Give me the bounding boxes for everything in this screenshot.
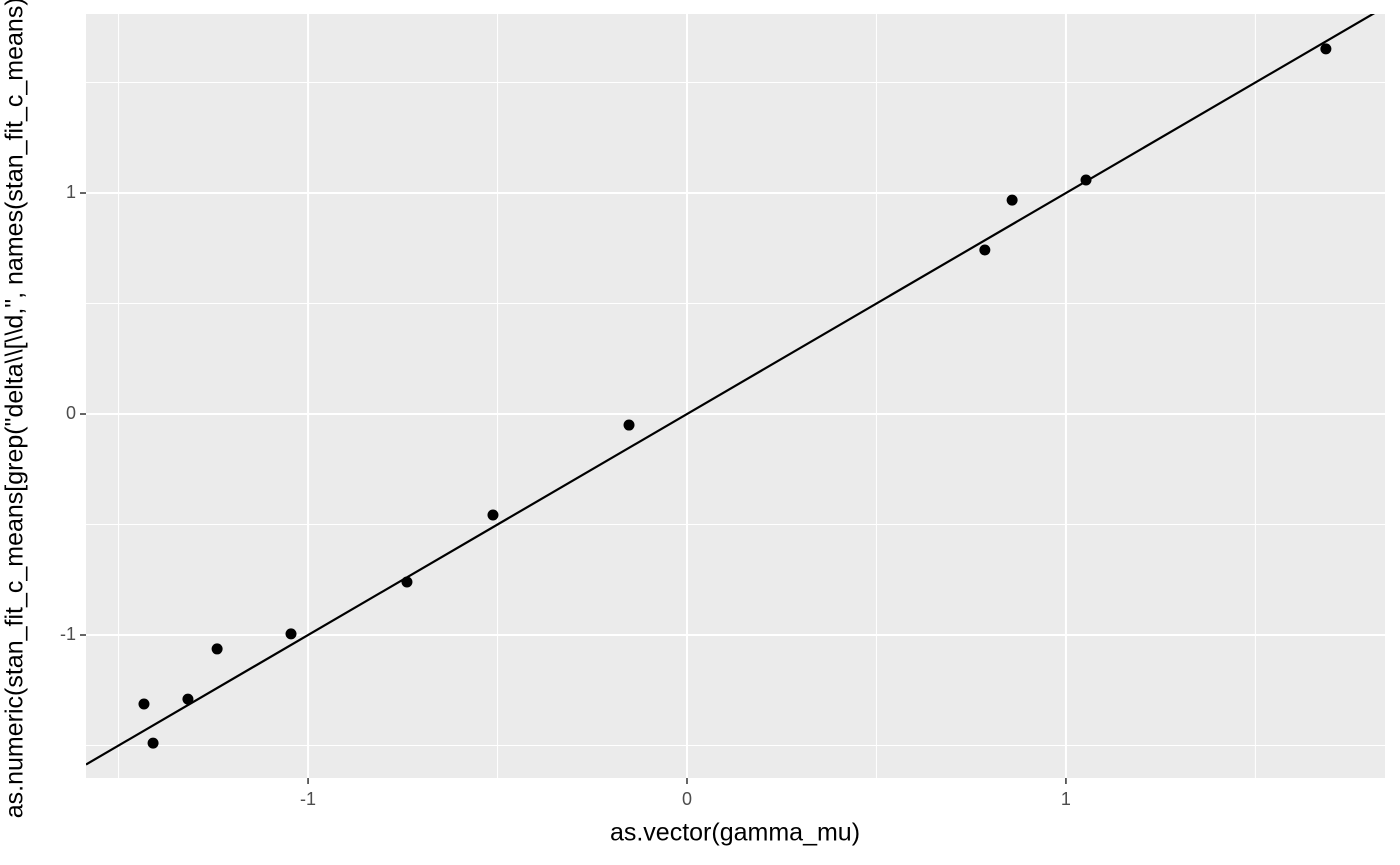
reference-line bbox=[86, 14, 1376, 766]
y-tick-label: 0 bbox=[66, 403, 76, 423]
panel bbox=[86, 14, 1385, 778]
point bbox=[487, 509, 499, 521]
marks bbox=[86, 14, 1376, 766]
point bbox=[623, 419, 635, 431]
x-axis-title: as.vector(gamma_mu) bbox=[610, 819, 860, 847]
point bbox=[401, 576, 413, 588]
point bbox=[1006, 194, 1018, 206]
point bbox=[211, 643, 223, 655]
grid bbox=[86, 14, 1385, 778]
point bbox=[182, 693, 194, 705]
y-tick-label: -1 bbox=[60, 624, 76, 644]
y-tick-label: 1 bbox=[66, 182, 76, 202]
point bbox=[147, 737, 159, 749]
x-tick-label: -1 bbox=[300, 789, 316, 809]
y-axis-title: as.numeric(stan_fit_c_means[grep("delta\… bbox=[1, 0, 29, 818]
point bbox=[138, 698, 150, 710]
point bbox=[1320, 43, 1332, 55]
point bbox=[285, 628, 297, 640]
point bbox=[979, 244, 991, 256]
x-tick-label: 0 bbox=[682, 789, 692, 809]
x-tick-label: 1 bbox=[1061, 789, 1071, 809]
point bbox=[1080, 174, 1092, 186]
